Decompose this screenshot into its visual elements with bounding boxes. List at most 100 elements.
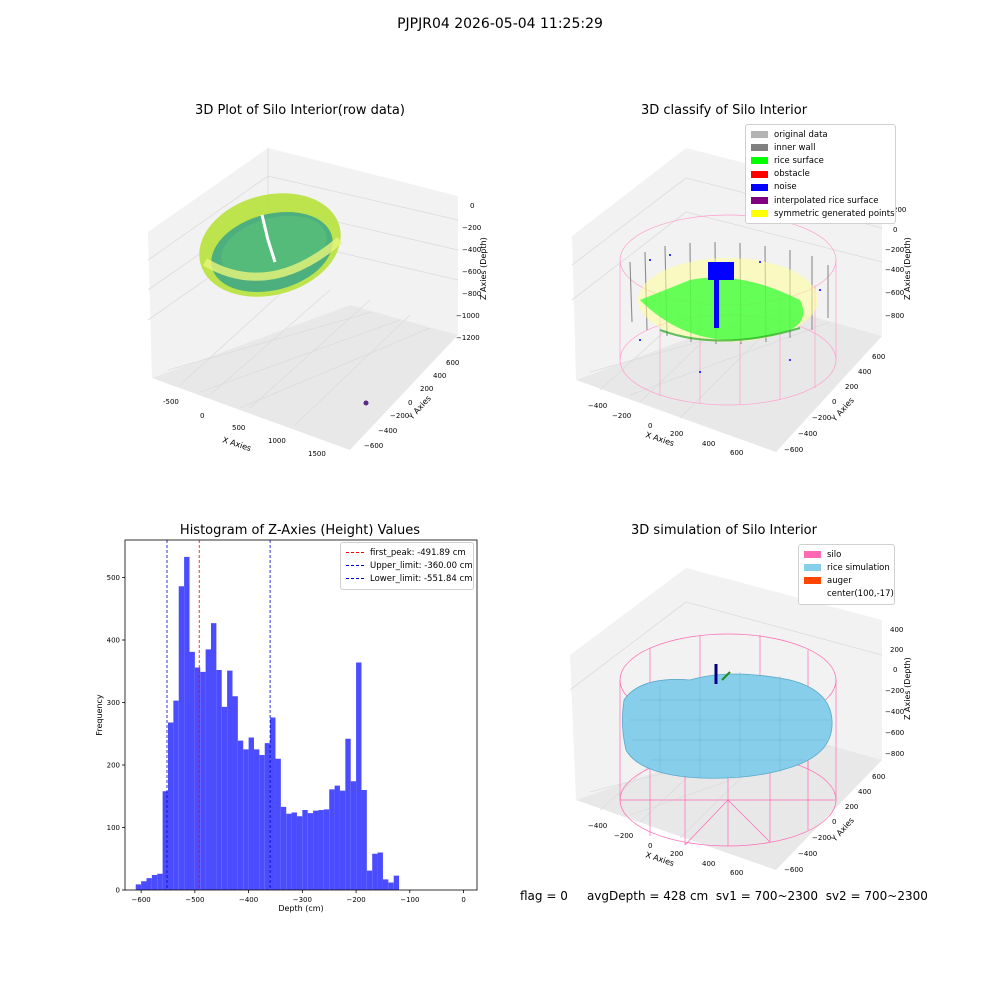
svg-text:400: 400 (433, 372, 446, 380)
svg-text:0: 0 (893, 226, 897, 234)
status-flag: flag = 0 (520, 889, 568, 903)
histogram-bar (393, 875, 400, 890)
legend-swatch (804, 551, 821, 559)
histogram-bar (334, 785, 340, 890)
histogram-ytick-label: 500 (107, 574, 120, 582)
svg-text:−800: −800 (885, 312, 904, 320)
simulation-rice-mesh (630, 672, 830, 778)
histogram-bar (323, 809, 330, 890)
classify-rice-edge (659, 327, 801, 342)
svg-text:−600: −600 (885, 289, 904, 297)
legend-item-auger: auger (804, 574, 889, 587)
svg-text:−400: −400 (885, 266, 904, 274)
histogram-bar (280, 806, 287, 890)
svg-text:−800: −800 (462, 290, 481, 298)
svg-text:−200: −200 (390, 412, 409, 420)
histogram-axes-frame (124, 539, 478, 891)
histogram-bar (248, 737, 254, 890)
raw-zticks: 0 −200 −400 −600 −800 −1000 −1200 (456, 202, 481, 342)
status-sv1: sv1 = 700~2300 (715, 889, 819, 903)
histogram-bar (221, 706, 228, 890)
svg-text:−200: −200 (812, 414, 831, 422)
classify-3d-title: 3D classify of Silo Interior (640, 103, 808, 118)
classify-xticks: −400 −200 0 200 400 600 (588, 402, 743, 457)
histogram-bar (339, 790, 346, 890)
svg-text:−1200: −1200 (456, 334, 480, 342)
histogram-chart[interactable]: −600 −500 −400 −300 −200 −100 0 0 100 200 300 400 5… (0, 530, 500, 920)
raw-grid (147, 175, 459, 426)
legend-line (346, 578, 364, 580)
simulation-rice-surface (622, 673, 833, 779)
legend-item-lower-limit: Lower_limit: -551.84 cm (346, 572, 472, 585)
svg-text:−400: −400 (588, 822, 607, 830)
histogram-bar (253, 749, 260, 890)
classify-legend: original data inner wall rice surface ob… (745, 124, 896, 225)
histogram-bar (356, 662, 362, 890)
svg-text:−600: −600 (364, 442, 383, 450)
histogram-bar (189, 651, 195, 890)
histogram-bar (194, 667, 201, 890)
svg-text:600: 600 (872, 353, 885, 361)
histogram-bar (345, 738, 351, 890)
simulation-zticks: 400 200 0 −200 −400 −600 −800 (885, 626, 904, 758)
raw-ring-front (202, 236, 343, 281)
raw-auger-points (260, 214, 277, 263)
svg-text:0: 0 (832, 398, 836, 406)
histogram-xticks: −600 −500 −400 −300 −200 −100 0 (132, 890, 466, 904)
svg-text:200: 200 (420, 385, 433, 393)
svg-text:0: 0 (648, 422, 652, 430)
svg-text:200: 200 (670, 850, 683, 858)
histogram-xtick-label: −300 (293, 896, 312, 904)
raw-outlier-point (363, 400, 369, 406)
histogram-bar (237, 740, 244, 890)
legend-item-interpolated-rice-surface: interpolated rice surface (751, 194, 890, 207)
legend-item-obstacle: obstacle (751, 168, 890, 181)
raw-xticks: -500 0 500 1000 1500 (163, 398, 326, 458)
legend-item-inner-wall: inner wall (751, 141, 890, 154)
legend-item-first-peak: first_peak: -491.89 cm (346, 546, 468, 559)
histogram-ytick-label: 400 (107, 637, 120, 645)
svg-text:600: 600 (730, 869, 743, 877)
figure-suptitle: PJPJR04 2026-05-04 11:25:29 (397, 16, 603, 32)
legend-swatch (804, 591, 821, 598)
histogram-ytick-label: 100 (107, 824, 120, 832)
raw-3d-plot[interactable]: -500 0 500 1000 1500 600 400 200 0 −200 … (120, 130, 500, 460)
histogram-bar (382, 879, 389, 890)
histogram-bar (184, 556, 190, 890)
svg-text:400: 400 (858, 788, 871, 796)
simulation-3d-title: 3D simulation of Silo Interior (631, 523, 817, 538)
histogram-bar (157, 873, 163, 890)
histogram-bar (216, 670, 222, 890)
svg-text:600: 600 (730, 449, 743, 457)
histogram-xtick-label: 0 (461, 896, 465, 904)
histogram-bar (270, 717, 276, 890)
simulation-3d-plot[interactable]: −400 −200 0 200 400 600 600 400 200 0 −2… (560, 555, 940, 885)
svg-text:−400: −400 (798, 430, 817, 438)
histogram-bar (146, 878, 152, 890)
histogram-bar (372, 853, 378, 890)
histogram-bar (329, 789, 335, 890)
histogram-bar (227, 670, 233, 890)
legend-swatch (751, 183, 768, 191)
status-sv2: sv2 = 700~2300 (825, 889, 928, 903)
histogram-bar (350, 781, 357, 890)
classify-rice-surface (640, 277, 804, 340)
svg-text:200: 200 (890, 646, 903, 654)
histogram-bar (361, 790, 367, 890)
legend-swatch (751, 131, 768, 139)
histogram-bar (151, 875, 158, 890)
svg-text:−800: −800 (885, 750, 904, 758)
svg-text:600: 600 (446, 359, 459, 367)
histogram-xtick-label: −500 (185, 896, 204, 904)
svg-text:−600: −600 (885, 729, 904, 737)
legend-label: rice surface (774, 155, 824, 166)
legend-swatch (751, 170, 768, 178)
classify-floor-pane (576, 306, 882, 452)
legend-label: first_peak: -491.89 cm (370, 547, 466, 558)
histogram-ytick-label: 200 (107, 762, 120, 770)
simulation-yticks: 600 400 200 0 −200 −400 −600 (784, 773, 885, 874)
histogram-bar (313, 810, 319, 890)
histogram-title: Histogram of Z-Axies (Height) Values (179, 523, 421, 538)
svg-text:−200: −200 (885, 246, 904, 254)
histogram-bar (318, 810, 324, 890)
